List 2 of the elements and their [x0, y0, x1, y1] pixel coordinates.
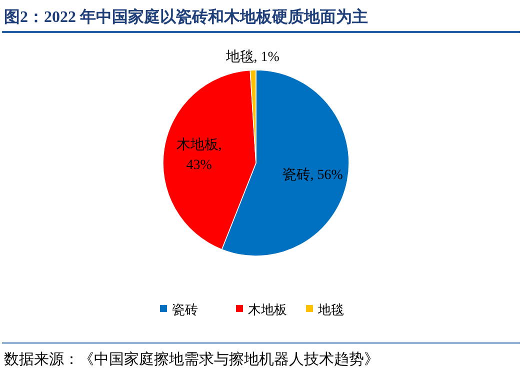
title: 图2：2022 年中国家庭以瓷砖和木地板硬质地面为主 [4, 9, 368, 26]
annotation: 数据来源：《中国家庭擦地需求与擦地机器人技术趋势》 [4, 352, 379, 368]
